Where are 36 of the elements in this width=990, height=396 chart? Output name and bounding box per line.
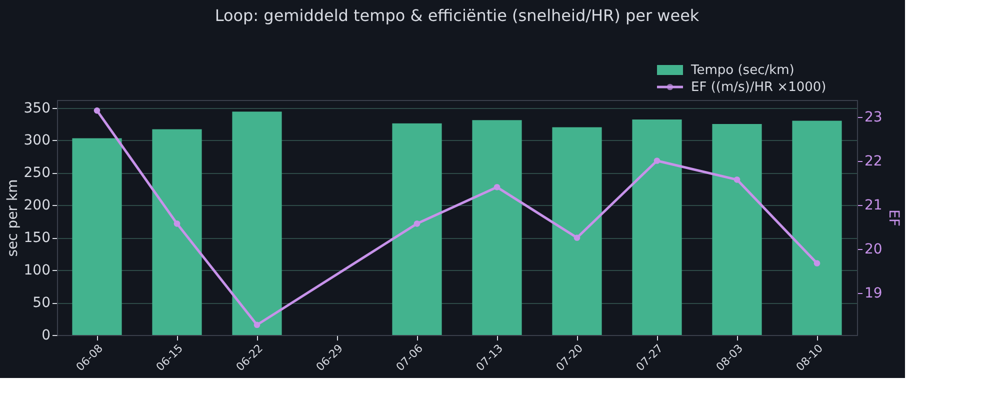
y-tick-label: 0	[42, 328, 50, 344]
legend-label: EF ((m/s)/HR ×1000)	[691, 80, 826, 95]
chart-title: Loop: gemiddeld tempo & efficiëntie (snelheid/HR) per week	[214, 6, 700, 25]
y-tick-label: 150	[24, 230, 50, 246]
point	[574, 234, 580, 241]
y-tick-label: 250	[24, 165, 50, 182]
point	[94, 107, 100, 114]
bar	[472, 120, 522, 335]
point	[254, 322, 260, 328]
bar	[72, 138, 122, 335]
point	[414, 220, 420, 227]
y2-tick-label: 21	[864, 198, 882, 214]
y-tick-label: 200	[24, 198, 50, 214]
y2-tick-label: 20	[864, 242, 882, 258]
y2-axis-title: EF	[885, 210, 902, 226]
point	[814, 260, 820, 266]
y2-tick-label: 22	[864, 154, 882, 170]
bar	[552, 127, 602, 335]
y-tick-label: 350	[24, 100, 50, 116]
point	[654, 158, 660, 164]
y-tick-label: 100	[24, 262, 50, 279]
bar	[232, 112, 282, 335]
bar	[792, 120, 842, 335]
y-tick-label: 50	[32, 295, 50, 312]
bar	[632, 119, 682, 335]
point	[174, 220, 180, 227]
y-axis-title: sec per km	[4, 179, 21, 257]
point	[494, 184, 500, 190]
bar	[392, 123, 442, 335]
bar	[712, 124, 762, 335]
bar	[152, 129, 202, 335]
point	[734, 176, 740, 183]
y2-tick-label: 23	[864, 110, 882, 126]
legend-label: Tempo (sec/km)	[690, 63, 794, 78]
y-tick-label: 300	[24, 132, 50, 149]
y2-tick-label: 19	[864, 286, 882, 302]
